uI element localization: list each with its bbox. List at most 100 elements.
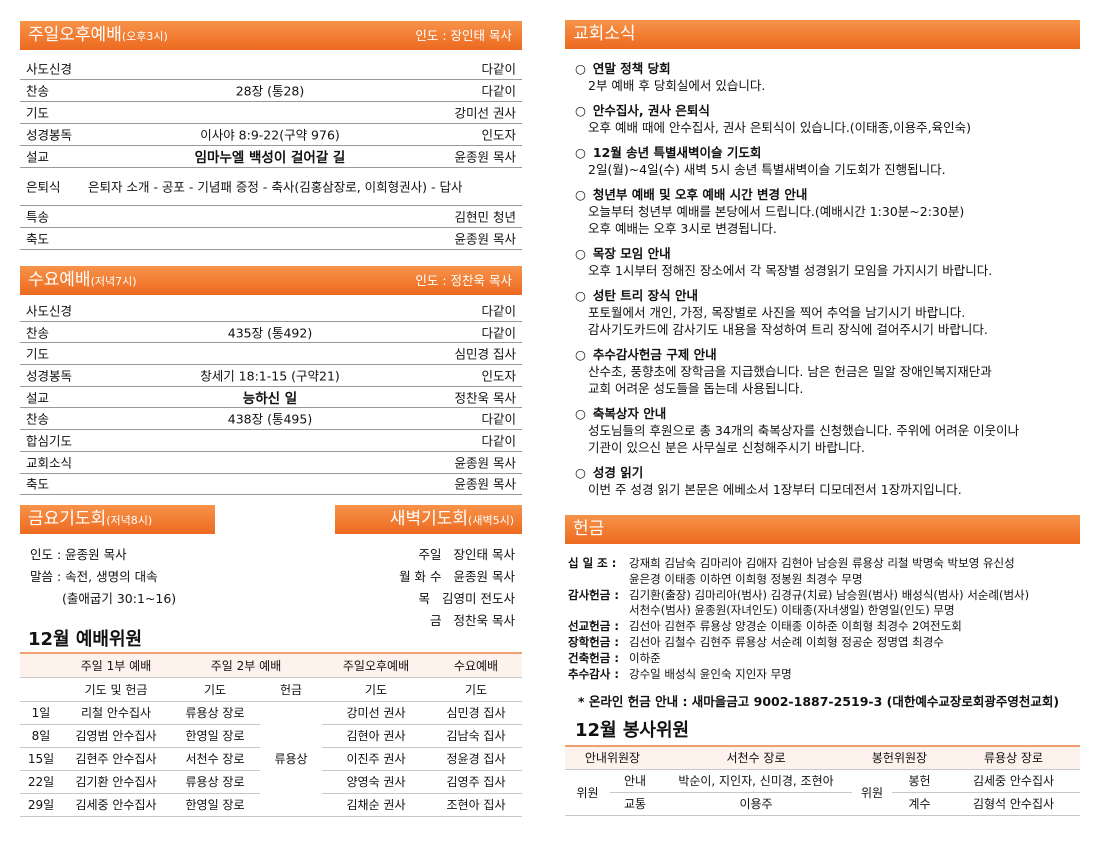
section-time: (저녁8시) [106, 514, 153, 527]
item-label: 찬송 [26, 83, 50, 99]
offering-cell: 류용상 [260, 701, 322, 817]
item-label: 설교 [26, 149, 50, 165]
offering-names: 김선아 김현주 류용상 양경순 이태종 이하준 이희형 최경수 2여전도회 [629, 619, 962, 634]
section-time: (새벽5시) [468, 514, 514, 527]
news-line: 성도님들의 후원으로 총 34개의 축복상자를 신청했습니다. 주위에 어려운 … [588, 423, 1020, 438]
head-cell: 봉헌위원장 [852, 746, 947, 770]
section-title: 새벽기도회 [389, 509, 469, 529]
news-line: 2일(월)~4일(수) 새벽 5시 송년 특별새벽이슬 기도회가 진행됩니다. [588, 162, 946, 177]
program-row: 사도신경 다같이 [20, 299, 522, 322]
item-by: 다같이 [481, 325, 516, 341]
header-cell: 헌금 [260, 677, 322, 702]
item-label: 기도 [26, 105, 50, 121]
news-line: 오후 1시부터 정해진 장소에서 각 목장별 성경읽기 모임을 가지시기 바랍니… [588, 263, 993, 278]
online-offering: * 온라인 헌금 안내 : 새마을금고 9002-1887-2519-3 (대한… [578, 694, 1060, 709]
dawn-line: 주일 장인태 목사 [419, 544, 516, 563]
dawn-line: 월 화 수 윤종원 목사 [399, 566, 515, 585]
news-bullet: ○ [575, 145, 586, 160]
item-label: 은퇴식 [26, 179, 61, 195]
program-row: 성경봉독 창세기 18:1-15 (구약21) 인도자 [20, 364, 522, 387]
news-bullet: ○ [575, 347, 586, 362]
data-row: 15일 김현주 안수집사 서천수 장로 이진주 권사 정윤경 집사 [20, 747, 522, 771]
dawn-day: 목 [418, 591, 431, 606]
news-heading: 추수감사헌금 구제 안내 [592, 347, 717, 362]
dawn-day: 금 [430, 613, 442, 628]
program-row: 사도신경 다같이 [20, 57, 522, 80]
section-time: (오후3시) [121, 30, 168, 43]
section-title: 헌금 [573, 519, 605, 539]
offering-names: 이하준 [629, 650, 661, 665]
offering-label: 장학헌금 : [568, 635, 619, 649]
item-by: 윤종원 목사 [454, 149, 516, 165]
news-heading: 12월 송년 특별새벽이슬 기도회 [592, 145, 762, 160]
program-row: 축도 윤종원 목사 [20, 473, 522, 496]
program-row: 축도 윤종원 목사 [20, 227, 522, 250]
offering-label: 선교헌금 : [568, 619, 619, 634]
data-cell: 한영일 장로 [170, 724, 260, 748]
item-label: 찬송 [26, 411, 50, 427]
header-cell: 기도 [170, 677, 260, 702]
section-title: 교회소식 [573, 24, 636, 44]
section-leader: 인도 : 장인태 목사 [415, 28, 512, 43]
data-cell: 조현아 집사 [430, 793, 522, 817]
item-label: 사도신경 [26, 303, 73, 319]
dawn-line: 금 정찬욱 목사 [430, 610, 515, 629]
header-cell: 주일 1부 예배 [62, 653, 170, 678]
program-row: 찬송 438장 (통495) 다같이 [20, 408, 522, 431]
news-line: 포토월에서 개인, 가정, 목장별로 사진을 찍어 추억을 남기시기 바랍니다. [588, 305, 966, 320]
offering-label: 감사헌금 : [568, 587, 619, 602]
section-header: 주일오후예배(오후3시) 인도 : 장인태 목사 [20, 21, 522, 50]
data-row: 1일 리철 안수집사 류용상 장로 류용상 강미선 권사 심민경 집사 [20, 701, 522, 817]
news-bullet: ○ [575, 288, 586, 303]
dawn-day: 주일 [418, 547, 442, 562]
offering-names: 김선아 김철수 김현주 류용상 서순례 이희형 정공순 정명엽 최경수 [629, 635, 944, 649]
data-cell: 계수 [892, 792, 947, 816]
program-row: 성경봉독 이사야 8:9-22(구약 976) 인도자 [20, 123, 522, 146]
item-content: 창세기 18:1-15 (구약21) [200, 368, 340, 384]
item-label: 특송 [26, 209, 50, 225]
header-cell: 기도 [430, 677, 522, 702]
header-row: 기도 및 헌금 기도 헌금 기도 기도 [20, 677, 522, 702]
section-title: 주일오후예배 [28, 25, 122, 45]
data-cell: 김남숙 집사 [430, 724, 522, 748]
data-cell: 김세중 안수집사 [62, 793, 170, 817]
news-line: 오후 예배 때에 안수집사, 권사 은퇴식이 있습니다.(이태종,이용주,육인숙… [588, 120, 971, 135]
news-line: 기관이 있으신 분은 사무실로 신청해주시기 바랍니다. [588, 440, 865, 455]
news-heading: 성경 읽기 [592, 465, 644, 480]
item-label: 교회소식 [26, 455, 73, 471]
data-cell: 리철 안수집사 [62, 701, 170, 725]
offering-names: 강재희 김남숙 김마리아 김애자 김현아 남승원 류용상 리철 박명숙 박보영 … [629, 556, 1015, 570]
data-cell: 이용주 [660, 792, 852, 816]
head-cell: 안내위원장 [565, 746, 660, 770]
news-title: ○ 성경 읽기 [575, 462, 643, 481]
program-text: 은퇴자 소개 - 공포 - 기념패 증정 - 축사(김홍삼장로, 이희형권사) … [88, 179, 463, 195]
data-cell: 15일 [20, 747, 62, 771]
news-title: ○ 12월 송년 특별새벽이슬 기도회 [575, 142, 761, 161]
news-bullet: ○ [575, 465, 586, 480]
header-cell: 주일 2부 예배 [170, 653, 322, 678]
program-row: 합심기도 다같이 [20, 429, 522, 452]
item-label: 축도 [26, 231, 50, 247]
data-cell: 29일 [20, 793, 62, 817]
program-row: 설교 임마누엘 백성이 걸어갈 길 윤종원 목사 [20, 145, 522, 168]
item-content: 28장 (통28) [235, 83, 305, 99]
data-cell: 김영범 안수집사 [62, 724, 170, 748]
section-title: 수요예배 [28, 270, 91, 290]
service-committee-table: 안내위원장 서천수 장로 봉헌위원장 류용상 장로 위원 안내 박순이, 지인자, 신미경,… [565, 745, 1080, 816]
data-row: 8일 김영범 안수집사 한영일 장로 김현아 권사 김남숙 집사 [20, 724, 522, 748]
data-cell: 김채순 권사 [322, 793, 430, 817]
header-cell: 기도 [322, 677, 430, 702]
news-title: ○ 연말 정책 당회 [575, 58, 671, 77]
data-cell: 김형석 안수집사 [947, 792, 1080, 816]
news-line: 2부 예배 후 당회실에서 있습니다. [588, 78, 766, 93]
item-by: 윤종원 목사 [454, 476, 516, 492]
data-cell: 한영일 장로 [170, 793, 260, 817]
group-cell: 위원 [565, 769, 610, 816]
data-row: 위원 안내 박순이, 지인자, 신미경, 조현아 위원 봉헌 김세중 안수집사 [565, 769, 1080, 816]
data-cell: 김세중 안수집사 [947, 769, 1080, 793]
program-row: 교회소식 윤종원 목사 [20, 451, 522, 474]
data-cell: 1일 [20, 701, 62, 725]
item-by: 인도자 [481, 127, 516, 143]
item-label: 성경봉독 [26, 368, 73, 384]
data-row: 29일 김세중 안수집사 한영일 장로 김채순 권사 조현아 집사 [20, 793, 522, 817]
